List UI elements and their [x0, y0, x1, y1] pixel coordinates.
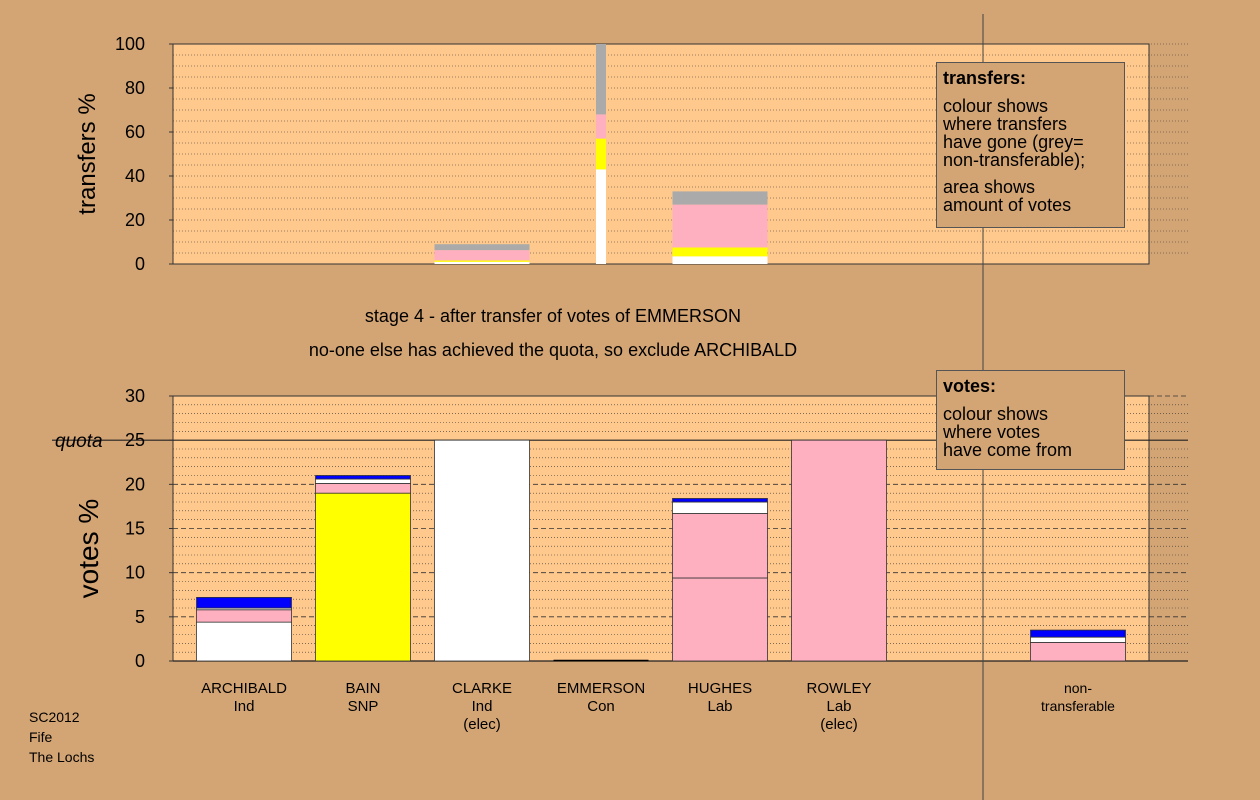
votes-bar-bain-seg-3	[315, 475, 411, 480]
quota-label: quota	[55, 431, 103, 452]
votes-bar-rowley-seg-0	[791, 439, 887, 662]
x-label-archibald: ARCHIBALD	[201, 680, 287, 697]
transfers-bar-clarke-seg-0	[434, 261, 530, 264]
x-label-archibald: Ind	[234, 698, 255, 715]
transfers-bar-clarke-seg-1	[434, 260, 530, 262]
transfers-y-tick-label: 0	[135, 254, 145, 274]
transfers-bar-hughes-seg-1	[672, 247, 768, 257]
legend-text: non-transferable);	[943, 150, 1086, 170]
x-label-clarke: (elec)	[463, 716, 501, 733]
votes-bar-archibald-seg-3	[196, 597, 292, 609]
legend-text: amount of votes	[943, 195, 1072, 215]
transfers-y-tick-label: 20	[125, 210, 145, 230]
x-label-clarke: Ind	[472, 698, 493, 715]
legend-text: where votes	[943, 422, 1041, 442]
votes-bar-hughes-seg-0	[672, 577, 768, 662]
votes-bar-non-transferable-seg-0	[1030, 642, 1126, 662]
transfers-legend-title: transfers:	[943, 68, 1027, 88]
transfers-y-tick-label: 80	[125, 78, 145, 98]
legend-text: have come from	[943, 440, 1073, 460]
votes-bar-archibald-seg-0	[196, 621, 292, 662]
x-label-rowley: (elec)	[820, 716, 858, 733]
votes-bar-hughes-seg-1	[672, 513, 768, 579]
votes-bar-bain-seg-2	[315, 478, 411, 484]
transfers-y-tick-label: 60	[125, 122, 145, 142]
transfers-y-tick-label: 40	[125, 166, 145, 186]
legend-text: where transfers	[943, 114, 1068, 134]
votes-y-tick-label: 10	[125, 563, 145, 583]
votes-bar-non-transferable-seg-1	[1030, 636, 1126, 643]
votes-bar-archibald-seg-1	[196, 609, 292, 623]
votes-y-tick-label: 30	[125, 386, 145, 406]
x-label-emmerson: EMMERSON	[557, 680, 645, 697]
transfers-bar-hughes-seg-2	[672, 204, 768, 248]
transfers-y-axis-label: transfers %	[74, 93, 101, 214]
x-label-hughes: Lab	[707, 698, 732, 715]
stage-description: stage 4 - after transfer of votes of EMM…	[364, 306, 742, 326]
transfers-legend: transfers: colour shows where transfers …	[936, 62, 1125, 228]
votes-bar-non-transferable-seg-2	[1030, 629, 1126, 638]
x-label-bain: SNP	[348, 698, 379, 715]
x-label-non-transferable: non-	[1064, 680, 1092, 696]
legend-text: colour shows	[943, 96, 1049, 116]
votes-y-axis-label: votes %	[73, 499, 104, 599]
election-footer: SC2012 Fife The Lochs	[29, 707, 94, 767]
legend-text: area shows	[943, 177, 1036, 197]
x-label-clarke: CLARKE	[452, 680, 512, 697]
votes-y-tick-label: 15	[125, 519, 145, 539]
votes-bar-clarke-seg-0	[434, 439, 530, 662]
x-label-hughes: HUGHES	[688, 680, 752, 697]
transfers-bar-clarke-seg-3	[434, 244, 530, 251]
votes-y-tick-label: 0	[135, 651, 145, 671]
votes-bar-bain-seg-1	[315, 483, 411, 494]
election-name: SC2012	[29, 709, 80, 725]
votes-bar-bain-seg-0	[315, 492, 411, 662]
transfers-bar-hughes-seg-3	[672, 191, 768, 205]
x-label-non-transferable: transferable	[1041, 698, 1115, 714]
votes-y-tick-label: 25	[125, 430, 145, 450]
x-label-emmerson: Con	[587, 698, 615, 715]
votes-bar-hughes-seg-3	[672, 498, 768, 503]
votes-y-tick-label: 5	[135, 607, 145, 627]
votes-legend: votes: colour shows where votes have com…	[936, 370, 1125, 470]
transfers-bar-emmerson-seg-0	[596, 169, 606, 264]
transfers-bar-emmerson-seg-2	[596, 114, 606, 139]
transfers-bar-emmerson-seg-3	[596, 44, 606, 115]
x-label-bain: BAIN	[345, 680, 380, 697]
transfers-bar-clarke-seg-2	[434, 250, 530, 261]
transfers-y-tick-label: 100	[115, 34, 145, 54]
transfers-bar-emmerson-seg-1	[596, 138, 606, 170]
x-label-rowley: Lab	[826, 698, 851, 715]
votes-bar-hughes-seg-2	[672, 501, 768, 514]
council-name: Fife	[29, 729, 53, 745]
transfers-bar-hughes-seg-0	[672, 256, 768, 264]
ward-name: The Lochs	[29, 749, 95, 765]
votes-y-tick-label: 20	[125, 474, 145, 494]
votes-legend-title: votes:	[943, 376, 997, 396]
legend-text: have gone (grey=	[943, 132, 1084, 152]
stage-outcome: no-one else has achieved the quota, so e…	[308, 340, 798, 360]
x-label-rowley: ROWLEY	[806, 680, 871, 697]
legend-text: colour shows	[943, 404, 1049, 424]
